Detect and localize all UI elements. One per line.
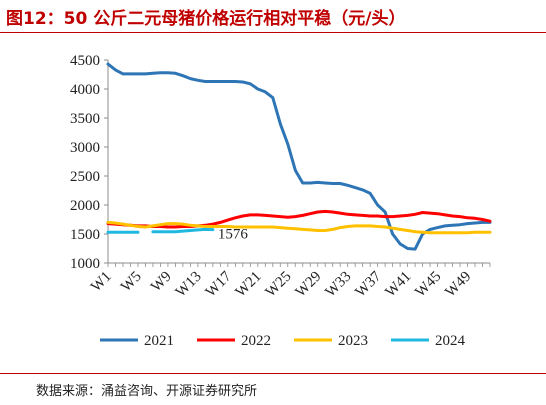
series-layer (106, 62, 492, 251)
legend-label: 2024 (435, 333, 466, 349)
series-line-2024 (151, 227, 215, 234)
x-tick-label: W29 (293, 269, 325, 301)
x-tick-label: W21 (233, 269, 265, 301)
y-tick-label: 1500 (70, 227, 100, 243)
y-tick-label: 4500 (70, 53, 100, 69)
series-line-2022 (106, 209, 492, 229)
x-tick-label: W37 (353, 268, 385, 300)
figure-title: 图12：50 公斤二元母猪价格运行相对平稳（元/头） (6, 9, 406, 29)
legend-label: 2021 (144, 333, 174, 349)
x-tick-label: W9 (148, 269, 175, 296)
legend-label: 2023 (338, 333, 368, 349)
title-rule (0, 32, 546, 33)
x-tick-label: W1 (88, 269, 115, 296)
source-note: 数据来源：涌益咨询、开源证券研究所 (36, 384, 258, 399)
y-tick-label: 2000 (70, 198, 100, 214)
legend-label: 2022 (241, 333, 271, 349)
y-tick-label: 1000 (70, 256, 100, 272)
x-tick-label: W45 (412, 269, 444, 301)
y-tick-label: 2500 (70, 169, 100, 185)
x-tick-label: W25 (263, 269, 295, 301)
annotation-layer: 1576 (218, 227, 249, 243)
y-tick-label: 3500 (70, 111, 100, 127)
y-tick-label: 3000 (70, 140, 100, 156)
x-tick-label: W13 (173, 269, 205, 301)
y-axis: 1000 1500 2000 2500 3000 3500 4000 4500 (70, 53, 109, 272)
annotation-label: 1576 (218, 227, 249, 243)
x-tick-label: W17 (203, 268, 235, 300)
x-tick-label: W33 (323, 269, 355, 301)
x-tick-label: W41 (382, 269, 414, 301)
x-tick-label: W49 (442, 269, 474, 301)
x-tick-label: W5 (118, 269, 145, 296)
legend: 2021 2022 2023 2024 (100, 333, 466, 349)
y-tick-label: 4000 (70, 82, 100, 98)
series-line-2021 (106, 62, 492, 251)
series-line-2023 (106, 220, 492, 235)
source-rule (0, 373, 546, 374)
